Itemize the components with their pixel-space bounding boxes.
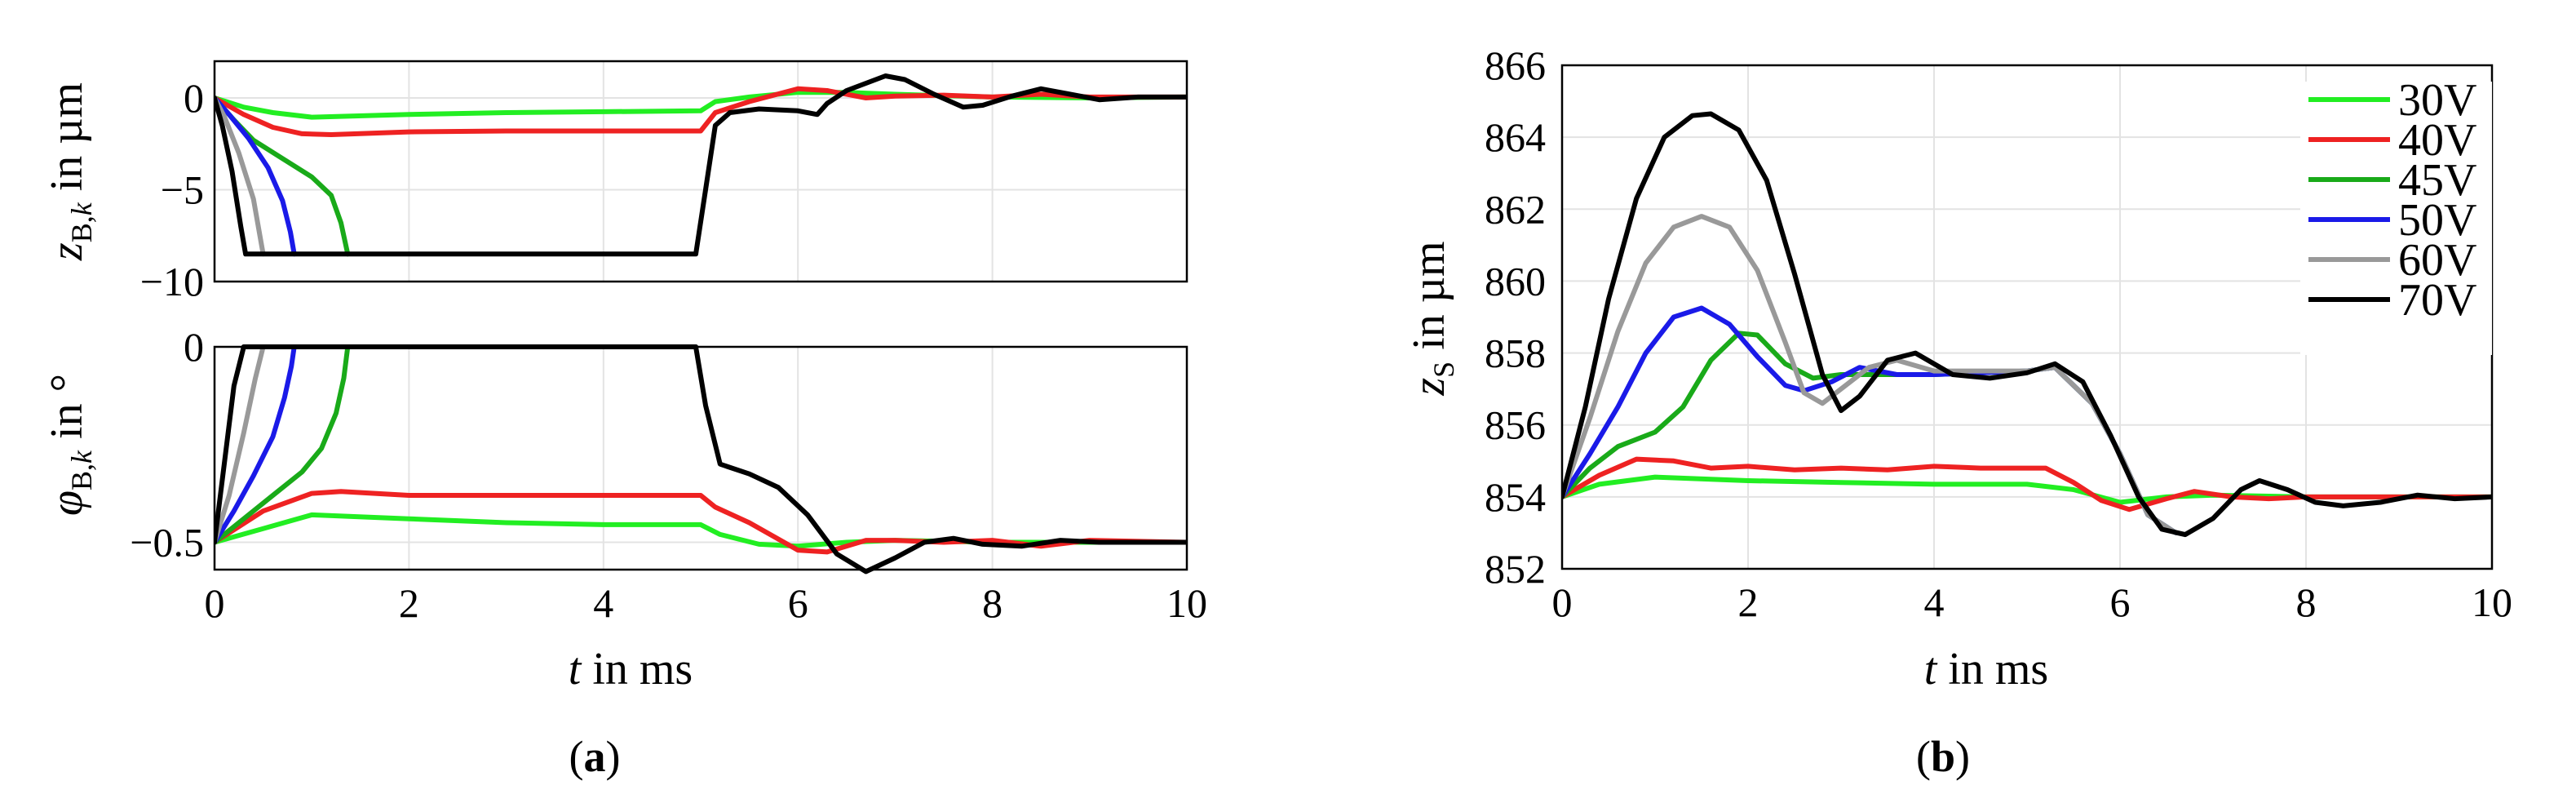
x-tick-label: 4 bbox=[1924, 579, 1945, 625]
xlabel-a: t in ms bbox=[569, 644, 693, 694]
series-line-70V bbox=[215, 344, 1187, 575]
y-tick-label: 864 bbox=[1485, 114, 1546, 160]
legend-label-50V: 50V bbox=[2398, 195, 2476, 246]
y-tick-label: 852 bbox=[1485, 546, 1546, 592]
plot-frame bbox=[213, 60, 1188, 283]
series-line-60V bbox=[1562, 214, 2179, 535]
series-line-50V bbox=[215, 95, 297, 257]
x-tick-label: 6 bbox=[2110, 579, 2131, 625]
y-tick-label: 860 bbox=[1485, 258, 1546, 304]
legend-label-60V: 60V bbox=[2398, 235, 2476, 286]
y-tick-label: 854 bbox=[1485, 474, 1546, 520]
ylabel-a-top: zB,k in µm bbox=[42, 82, 98, 261]
caption-a: (a) bbox=[569, 732, 621, 781]
ylabel-b: zS in µm bbox=[1404, 241, 1460, 396]
series-line-40V bbox=[1562, 456, 2492, 512]
y-tick-label: 858 bbox=[1485, 331, 1546, 376]
series-line-45V bbox=[215, 344, 351, 545]
x-tick-label: 4 bbox=[593, 580, 613, 626]
panel-b: 852 854 856 858 860 862 864 866 0 2 4 6 8 10 bbox=[1485, 42, 2512, 625]
legend-label-40V: 40V bbox=[2398, 115, 2476, 166]
x-tick-label: 0 bbox=[205, 580, 225, 626]
x-tick-label: 2 bbox=[1738, 579, 1759, 625]
y-tick-label: −0.5 bbox=[130, 519, 204, 565]
y-tick-label: 856 bbox=[1485, 402, 1546, 448]
y-tick-label: 0 bbox=[184, 324, 204, 370]
xlabel-b: t in ms bbox=[1924, 644, 2048, 694]
y-tick-label: 0 bbox=[184, 75, 204, 121]
x-tick-label: 10 bbox=[1166, 580, 1207, 626]
x-tick-label: 6 bbox=[788, 580, 808, 626]
x-tick-label: 2 bbox=[399, 580, 419, 626]
series-line-70V bbox=[215, 73, 1187, 257]
series-line-50V bbox=[215, 344, 297, 545]
series-line-60V bbox=[215, 95, 266, 257]
ylabel-a-bottom: φB,k in ° bbox=[42, 374, 98, 516]
x-tick-label: 8 bbox=[2296, 579, 2317, 625]
series-line-40V bbox=[215, 489, 1187, 555]
x-tick-label: 10 bbox=[2472, 579, 2512, 625]
y-tick-label: 862 bbox=[1485, 186, 1546, 232]
series-line-70V bbox=[1562, 111, 2492, 538]
panel-a-bottom: 0−0.50 2 4 6 8 10 bbox=[130, 324, 1207, 626]
legend-label-30V: 30V bbox=[2398, 75, 2476, 126]
series-line-50V bbox=[1562, 305, 2179, 535]
caption-b: (b) bbox=[1916, 732, 1970, 781]
legend-label-70V: 70V bbox=[2398, 275, 2476, 326]
y-tick-label: 866 bbox=[1485, 42, 1546, 88]
y-tick-label: −5 bbox=[161, 167, 204, 213]
series-line-60V bbox=[215, 344, 266, 545]
y-tick-label: −10 bbox=[140, 259, 204, 304]
plot-frame bbox=[213, 345, 1188, 571]
series-line-45V bbox=[1562, 331, 2179, 535]
x-tick-label: 8 bbox=[982, 580, 1003, 626]
legend-label-45V: 45V bbox=[2398, 155, 2476, 206]
panel-a-top: 0 −5 −10 bbox=[140, 60, 1188, 304]
series-line-40V bbox=[215, 86, 1187, 137]
x-tick-label: 0 bbox=[1552, 579, 1573, 625]
